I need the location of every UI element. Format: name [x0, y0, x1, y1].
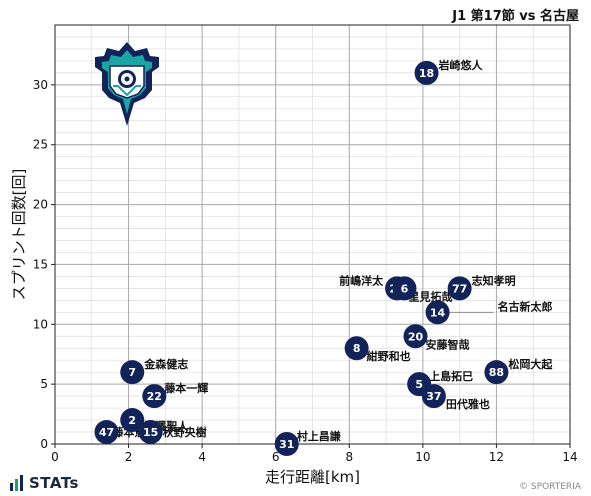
- x-tick-label: 6: [272, 450, 280, 464]
- player-number-label: 77: [452, 282, 467, 295]
- player-point: [142, 384, 167, 409]
- x-tick-label: 4: [198, 450, 206, 464]
- player-point: [344, 336, 369, 361]
- player-number-label: 31: [279, 438, 294, 451]
- x-axis-label: 走行距離[km]: [265, 468, 360, 486]
- y-tick-labels: 0 5 10 15 20 25 30: [33, 78, 55, 451]
- y-axis-label: スプリント回数[回]: [10, 169, 28, 301]
- player-number-label: 7: [128, 366, 136, 379]
- player-number-label: 15: [143, 426, 158, 439]
- player-point: [392, 276, 417, 301]
- player-name-label: 志知孝明: [472, 273, 516, 287]
- y-tick-label: 5: [40, 377, 48, 391]
- x-tick-label: 2: [125, 450, 133, 464]
- y-tick-label: 30: [33, 78, 48, 92]
- player-number-label: 6: [401, 282, 409, 295]
- player-name-label: 松岡大起: [508, 357, 553, 371]
- x-tick-labels: 0 2 4 6 8 10 12 14: [51, 444, 578, 464]
- player-name-label: 岩崎悠人: [438, 58, 484, 72]
- player-point: [274, 432, 299, 456]
- player-number-label: 22: [147, 390, 162, 403]
- player-name-label: 金森健志: [143, 357, 188, 371]
- player-point: [425, 300, 450, 325]
- y-tick-label: 25: [33, 138, 48, 152]
- brand-name: STATs: [29, 474, 79, 492]
- player-point: [421, 384, 446, 409]
- player-point: [447, 276, 472, 301]
- x-tick-label: 10: [415, 450, 430, 464]
- player-number-label: 14: [430, 306, 446, 319]
- player-point: [403, 324, 428, 349]
- player-name-label: 田代雅也: [446, 397, 490, 411]
- player-number-label: 8: [353, 342, 361, 355]
- player-point: [120, 408, 145, 433]
- player-number-label: 20: [408, 330, 424, 343]
- player-number-label: 47: [99, 426, 114, 439]
- player-point: [94, 420, 119, 445]
- y-tick-label: 20: [33, 198, 48, 212]
- player-name-label: 藤本一輝: [164, 381, 208, 395]
- player-point: [414, 60, 439, 85]
- brand-bars-icon: [10, 475, 25, 491]
- page-title: J1 第17節 vs 名古屋: [452, 9, 579, 24]
- player-name-label: 安藤智哉: [426, 337, 470, 351]
- axes: [54, 24, 571, 445]
- player-name-label: 紺野和也: [367, 349, 411, 363]
- y-tick-label: 0: [40, 437, 48, 451]
- brand-logo: STATs: [10, 474, 79, 492]
- player-point: [484, 360, 509, 385]
- x-tick-label: 14: [562, 450, 577, 464]
- y-tick-label: 10: [33, 317, 48, 331]
- club-crest-icon: [95, 42, 159, 126]
- y-tick-label: 15: [33, 257, 48, 271]
- plot-frame: [54, 24, 571, 445]
- player-number-label: 88: [489, 366, 504, 379]
- player-name-label: 村上昌謙: [297, 429, 341, 443]
- copyright-credit: © SPORTERIA: [519, 482, 581, 492]
- player-name-label: 前嶋洋太: [339, 273, 384, 287]
- player-number-label: 2: [128, 414, 136, 427]
- x-tick-label: 12: [489, 450, 504, 464]
- x-tick-label: 0: [51, 450, 59, 464]
- player-name-label: 名古新太郎: [498, 299, 553, 313]
- player-name-label: 秋野央樹: [163, 425, 207, 439]
- player-name-label: 上島拓巳: [429, 369, 473, 383]
- player-name-label: 星見拓哉: [408, 289, 452, 303]
- player-number-label: 18: [419, 67, 434, 80]
- player-point: [138, 420, 163, 445]
- x-tick-label: 8: [345, 450, 353, 464]
- player-point: [120, 360, 145, 385]
- player-number-label: 37: [426, 390, 441, 403]
- player-number-label: 5: [415, 378, 423, 391]
